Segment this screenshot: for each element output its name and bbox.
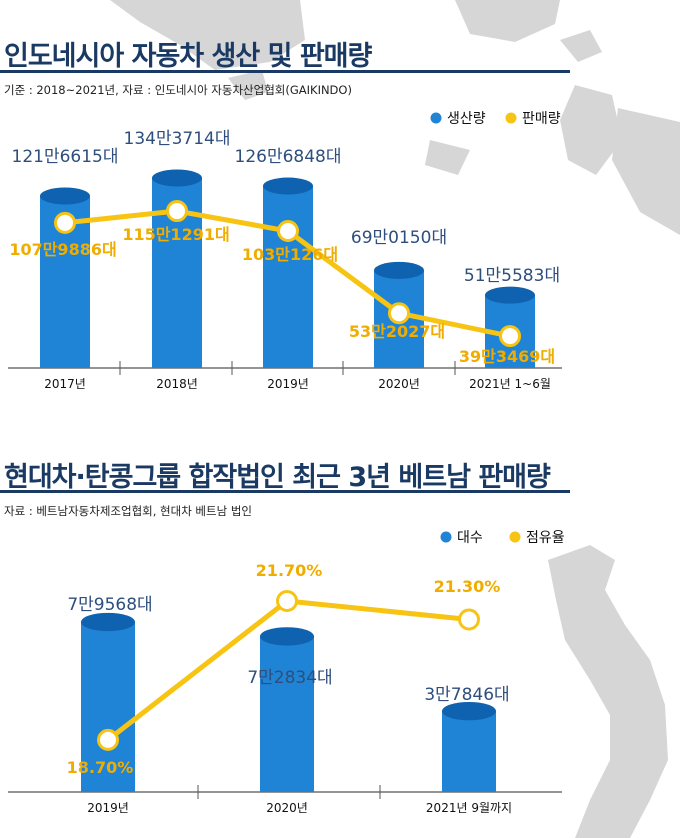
line-value-label-2: 21.30% xyxy=(434,577,501,596)
x-tick-label-2: 2019년 xyxy=(267,377,309,391)
legend-swatch-0 xyxy=(430,112,442,124)
x-tick-label-0: 2019년 xyxy=(87,801,129,815)
bar-body-2 xyxy=(263,186,313,368)
bar-top-0 xyxy=(81,612,135,632)
line-point-2 xyxy=(458,608,480,631)
line-point-3 xyxy=(388,302,410,325)
x-tick-label-1: 2018년 xyxy=(156,377,198,391)
bar-top-1 xyxy=(260,627,314,646)
legend-label-1: 판매량 xyxy=(522,111,561,127)
line-point-2 xyxy=(277,220,299,243)
line-point-4 xyxy=(499,325,521,348)
line-value-label-3: 53만2027대 xyxy=(349,322,445,341)
legend-label-1: 점유율 xyxy=(526,530,565,546)
x-tick-label-0: 2017년 xyxy=(44,377,86,391)
line-value-label-4: 39만3469대 xyxy=(459,347,555,366)
bar-body-1 xyxy=(260,636,314,792)
line-point-1 xyxy=(276,590,298,612)
legend-swatch-1 xyxy=(505,112,517,124)
x-tick-label-3: 2020년 xyxy=(378,377,420,391)
bar-body-0 xyxy=(81,622,135,792)
legend-swatch-0 xyxy=(440,531,452,543)
line-point-1 xyxy=(166,200,188,223)
chart2-source: 자료 : 베트남자동차제조업협회, 현대차 베트남 법인 xyxy=(4,504,252,518)
bar-value-label-2: 126만6848대 xyxy=(235,147,342,167)
x-tick-label-1: 2020년 xyxy=(266,801,308,815)
bar-2 xyxy=(442,701,496,792)
chart2-title-rule xyxy=(0,490,570,493)
x-tick-label-2: 2021년 9월까지 xyxy=(426,801,512,815)
legend-label-0: 생산량 xyxy=(447,111,486,127)
bar-top-2 xyxy=(263,177,313,195)
line-value-label-1: 115만1291대 xyxy=(122,225,229,244)
legend-label-0: 대수 xyxy=(457,530,483,546)
bar-value-label-2: 3만7846대 xyxy=(424,685,509,705)
chart1-title: 인도네시아 자동차 생산 및 판매량 xyxy=(4,41,372,72)
bar-body-2 xyxy=(442,711,496,792)
line-value-label-0: 18.70% xyxy=(67,758,134,777)
chart1-source: 기준 : 2018~2021년, 자료 : 인도네시아 자동차산업협회(GAIK… xyxy=(4,83,352,97)
bar-top-0 xyxy=(40,187,90,205)
line-value-label-0: 107만9886대 xyxy=(9,240,116,259)
bar-value-label-0: 7만9568대 xyxy=(67,595,152,615)
bar-value-label-3: 69만0150대 xyxy=(351,228,447,248)
line-value-label-1: 21.70% xyxy=(256,561,323,580)
bar-value-label-0: 121만6615대 xyxy=(12,147,119,167)
vietnam-chart: 대수 점유율 7만9568대 2019년 7만2834대 2020년 3만7846대 2021… xyxy=(8,530,565,815)
chart2-title: 현대차·탄콩그룹 합작법인 최근 3년 베트남 판매량 xyxy=(4,462,551,493)
bar-top-3 xyxy=(374,261,424,279)
chart1-title-rule xyxy=(0,70,570,73)
legend-swatch-1 xyxy=(509,531,521,543)
bar-2 xyxy=(263,177,313,368)
x-tick-label-4: 2021년 1~6월 xyxy=(469,377,551,391)
bar-top-2 xyxy=(442,701,496,721)
bar-value-label-1: 7만2834대 xyxy=(247,668,332,688)
bar-value-label-4: 51만5583대 xyxy=(464,266,560,286)
line-value-label-2: 103만126대 xyxy=(242,245,338,264)
bar-value-label-1: 134만3714대 xyxy=(124,129,231,149)
line-point-0 xyxy=(97,728,119,751)
bar-0 xyxy=(81,612,135,792)
line-point-0 xyxy=(54,211,76,234)
indonesia-chart: 생산량 판매량 121만6615대 2017년 134만3714대 2018년 126만68… xyxy=(8,111,562,391)
bar-1 xyxy=(152,169,202,368)
bar-top-1 xyxy=(152,169,202,187)
bar-1 xyxy=(260,627,314,792)
bar-top-4 xyxy=(485,286,535,304)
